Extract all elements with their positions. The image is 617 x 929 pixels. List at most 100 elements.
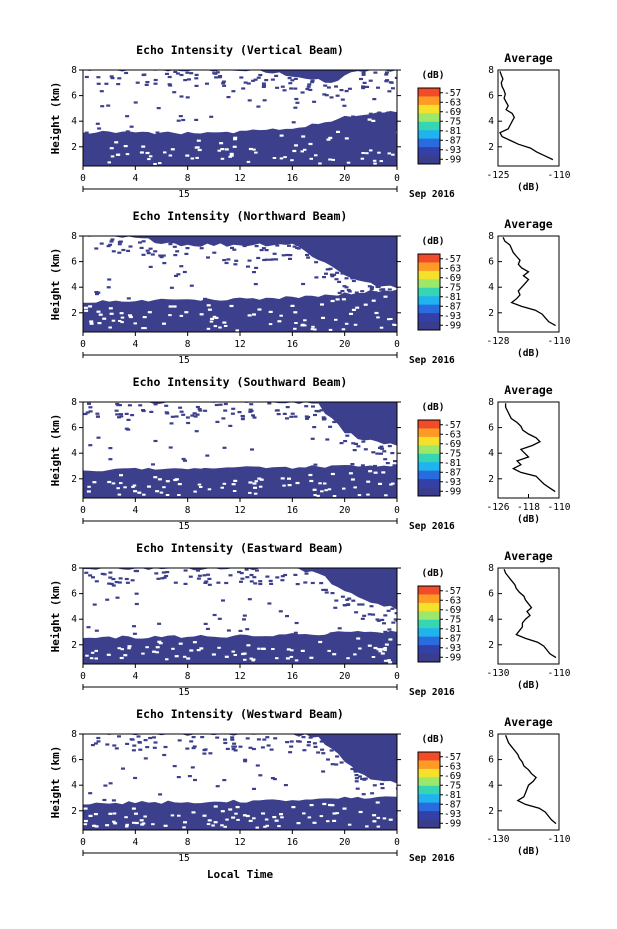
- average-title: Average: [504, 217, 553, 231]
- colorbar-tick-label: -81: [444, 790, 461, 801]
- x-tick-label: 12: [234, 837, 245, 848]
- average-x-tick-label: -110: [548, 668, 571, 679]
- y-axis-label: Height (km): [49, 248, 62, 321]
- colorbar-tick-label: -87: [444, 633, 461, 644]
- x-tick-label: 4: [132, 671, 138, 682]
- average-x-tick-label: -128: [487, 336, 510, 347]
- y-tick-label: 4: [71, 116, 77, 127]
- y-tick-label: 4: [71, 448, 77, 459]
- y-tick-label: 8: [71, 563, 77, 574]
- colorbar-segment: [418, 645, 440, 655]
- colorbar-segment: [418, 287, 440, 297]
- average-x-tick-label: -110: [548, 834, 571, 845]
- colorbar-segment: [418, 254, 440, 263]
- colorbar-unit: (dB): [422, 236, 445, 247]
- panel-title: Echo Intensity (Northward Beam): [133, 209, 348, 223]
- colorbar-segment: [418, 586, 440, 595]
- panel-title: Echo Intensity (Southward Beam): [133, 375, 348, 389]
- colorbar-tick-label: -99: [444, 818, 461, 829]
- colorbar-unit: (dB): [422, 70, 445, 81]
- colorbar-segment: [418, 313, 440, 323]
- colorbar-segment: [418, 619, 440, 629]
- colorbar-tick-label: -57: [444, 254, 461, 265]
- colorbar-tick-label: -57: [444, 752, 461, 763]
- y-tick-label: 6: [71, 257, 77, 268]
- average-frame: [497, 567, 560, 665]
- y-axis-label: Height (km): [49, 580, 62, 653]
- colorbar-tick-label: -87: [444, 467, 461, 478]
- colorbar-frame: [417, 419, 441, 497]
- x-tick-label: 0: [394, 505, 400, 516]
- x-tick-label: 8: [185, 671, 191, 682]
- x-tick-label: 12: [234, 671, 245, 682]
- average-frame: [497, 235, 560, 333]
- colorbar-tick-label: -99: [444, 320, 461, 331]
- colorbar-segment: [418, 819, 440, 829]
- average-y-tick-label: 8: [488, 231, 494, 242]
- colorbar-tick-label: -63: [444, 429, 461, 440]
- colorbar-tick-label: -93: [444, 643, 461, 654]
- x-tick-label: 12: [234, 505, 245, 516]
- x-tick-label: 8: [185, 837, 191, 848]
- x-tick-label: 8: [185, 173, 191, 184]
- colorbar-tick-label: -57: [444, 586, 461, 597]
- colorbar-tick-label: -69: [444, 273, 461, 284]
- average-x-tick-label: -110: [548, 336, 571, 347]
- y-tick-label: 2: [71, 142, 77, 153]
- colorbar-tick-label: -99: [444, 486, 461, 497]
- y-tick-label: 8: [71, 729, 77, 740]
- colorbar-segment: [418, 121, 440, 131]
- colorbar-tick-label: -75: [444, 448, 461, 459]
- average-profile-line: [503, 569, 557, 659]
- average-y-tick-label: 8: [488, 563, 494, 574]
- average-profile-line: [504, 403, 556, 493]
- colorbar-unit: (dB): [422, 568, 445, 579]
- average-profile-line: [504, 735, 557, 825]
- colorbar-segment: [418, 760, 440, 770]
- x-tick-label: 0: [80, 671, 86, 682]
- average-x-label: (dB): [517, 514, 540, 525]
- average-x-tick-label: -130: [487, 834, 510, 845]
- x-tick-label: 0: [394, 173, 400, 184]
- x-tick-label: 16: [287, 339, 299, 350]
- colorbar-segment: [418, 436, 440, 446]
- average-x-tick-label: -125: [487, 170, 510, 181]
- colorbar-tick-label: -93: [444, 311, 461, 322]
- x-tick-label: 0: [394, 837, 400, 848]
- x-tick-label: 4: [132, 837, 138, 848]
- colorbar-segment: [418, 794, 440, 804]
- colorbar-tick-label: -93: [444, 145, 461, 156]
- y-tick-label: 4: [71, 614, 77, 625]
- day-label: 15: [178, 521, 189, 532]
- day-label: 15: [178, 355, 189, 366]
- colorbar-tick-label: -93: [444, 809, 461, 820]
- y-tick-label: 2: [71, 640, 77, 651]
- colorbar-unit: (dB): [422, 402, 445, 413]
- x-tick-label: 0: [80, 339, 86, 350]
- colorbar-segment: [418, 653, 440, 663]
- y-axis-label: Height (km): [49, 746, 62, 819]
- average-title: Average: [504, 549, 553, 563]
- colorbar-segment: [418, 88, 440, 97]
- x-tick-label: 4: [132, 173, 138, 184]
- colorbar-segment: [418, 304, 440, 314]
- x-tick-label: 4: [132, 505, 138, 516]
- colorbar-segment: [418, 420, 440, 429]
- colorbar-frame: [417, 751, 441, 829]
- y-tick-label: 6: [71, 589, 77, 600]
- x-tick-label: 0: [80, 505, 86, 516]
- date-label: Sep 2016: [409, 853, 455, 864]
- average-y-tick-label: 4: [488, 116, 494, 127]
- colorbar-segment: [418, 428, 440, 438]
- average-title: Average: [504, 383, 553, 397]
- x-tick-label: 12: [234, 339, 245, 350]
- colorbar-segment: [418, 130, 440, 140]
- heatmap-speckle: [83, 402, 397, 497]
- average-x-label: (dB): [517, 348, 540, 359]
- colorbar-segment: [418, 768, 440, 778]
- x-tick-label: 0: [394, 339, 400, 350]
- colorbar-segment: [418, 785, 440, 795]
- average-y-tick-label: 2: [488, 474, 494, 485]
- date-label: Sep 2016: [409, 687, 455, 698]
